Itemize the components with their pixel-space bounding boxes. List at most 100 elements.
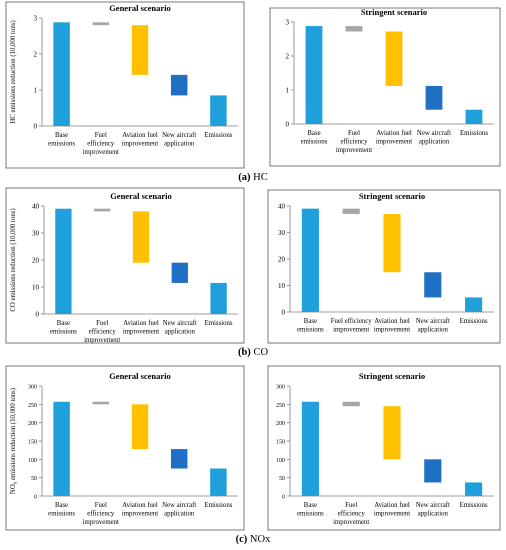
x-tick-label: Aviation fuel improvement — [122, 132, 158, 148]
y-tick-label: 0 — [36, 311, 40, 319]
caption-co-letter: (b) — [237, 347, 251, 358]
y-tick-label: 0 — [34, 123, 38, 131]
y-tick-label: 250 — [28, 403, 37, 409]
x-tick-label: Fuel efficiency improvement — [83, 132, 119, 156]
y-tick-label: 300 — [28, 385, 37, 391]
chart-title: General scenario — [109, 3, 171, 13]
bar-fuel-efficiency-improvement — [92, 401, 110, 405]
y-tick-label: 10 — [32, 284, 40, 292]
bar-base-emissions — [53, 22, 70, 126]
x-tick-label: Base emissions — [50, 320, 77, 336]
bar-new-aircraft-application — [170, 449, 188, 469]
bar-fuel-efficiency-improvement — [94, 208, 111, 212]
bar-base-emissions — [301, 401, 319, 496]
panel-frame — [5, 187, 245, 344]
y-tick-label: 1 — [286, 87, 290, 95]
bar-new-aircraft-application — [170, 74, 188, 96]
chart-panel-1: General scenario 0 1 2 3 HC emissions reducti… — [5, 1, 245, 169]
bar-base-emissions — [305, 26, 323, 124]
x-tick-label: New aircraft application — [162, 502, 196, 518]
y-tick-label: 0 — [282, 309, 286, 317]
y-tick-label: 20 — [32, 257, 40, 265]
bar-aviation-fuel-improvement — [131, 404, 149, 450]
x-tick-label: Base emissions — [297, 318, 324, 334]
chart-title: General scenario — [109, 371, 171, 381]
bar-emissions — [465, 109, 483, 124]
x-tick-label: Base emissions — [301, 130, 328, 146]
chart-panel-2: Stringent scenario 0 1 2 3 Base emissions Fuel e… — [269, 7, 501, 167]
caption-nox: (c) NOx — [0, 534, 506, 545]
y-tick-label: 100 — [276, 458, 285, 464]
bar-emissions — [465, 297, 483, 312]
bar-fuel-efficiency-improvement — [342, 401, 360, 407]
x-tick-label: Fuel efficiency improvement — [84, 320, 120, 344]
caption-hc-letter: (a) — [238, 172, 251, 183]
x-tick-label: Base emissions — [297, 502, 324, 518]
x-tick-label: Aviation fuel improvement — [374, 318, 410, 334]
y-tick-label: 10 — [278, 282, 286, 290]
y-tick-label: 30 — [278, 229, 286, 237]
y-tick-label: 3 — [34, 15, 38, 23]
bar-emissions — [210, 468, 227, 496]
x-tick-label: Fuel efficiency improvement — [83, 502, 119, 526]
bar-emissions — [210, 282, 227, 314]
y-tick-label: 1 — [34, 87, 38, 95]
x-tick-label: New aircraft application — [163, 320, 197, 336]
chart-panel-4: Stringent scenario 0 10 20 30 40 Base emissions… — [267, 189, 501, 344]
y-tick-label: 40 — [32, 203, 40, 211]
x-tick-label: Emissions — [204, 132, 232, 139]
bar-new-aircraft-application — [425, 85, 443, 110]
y-axis-label: CO emissions reduction (10,000 tons) — [10, 208, 17, 311]
x-tick-label: Emissions — [460, 502, 488, 509]
caption-nox-letter: (c) — [235, 534, 248, 545]
chart-title: General scenario — [110, 191, 172, 201]
bar-fuel-efficiency-improvement — [92, 22, 110, 26]
bar-aviation-fuel-improvement — [131, 25, 149, 75]
bar-aviation-fuel-improvement — [132, 211, 150, 263]
x-tick-label: Emissions — [204, 502, 232, 509]
y-tick-label: 50 — [279, 476, 285, 482]
y-tick-label: 200 — [276, 421, 285, 427]
y-tick-label: 2 — [34, 51, 38, 59]
bar-base-emissions — [53, 401, 70, 496]
chart-title: Stringent scenario — [359, 191, 425, 201]
x-tick-label: Aviation fuel improvement — [122, 502, 158, 518]
x-tick-label: Emissions — [460, 130, 488, 137]
x-tick-label: New aircraft application — [416, 502, 450, 518]
panel-frame — [5, 365, 245, 531]
y-tick-label: 50 — [31, 476, 37, 482]
y-tick-label: 200 — [28, 421, 37, 427]
x-tick-label: New aircraft application — [416, 318, 450, 334]
bar-emissions — [210, 95, 227, 126]
bar-fuel-efficiency-improvement — [342, 208, 360, 214]
caption-hc: (a) HC — [0, 172, 506, 183]
x-tick-label: Emissions — [205, 320, 233, 327]
x-tick-label: Base emissions — [48, 502, 75, 518]
bar-new-aircraft-application — [424, 272, 442, 298]
y-tick-label: 40 — [278, 203, 286, 211]
caption-co-name: CO — [253, 347, 269, 358]
y-tick-label: 0 — [286, 121, 290, 129]
x-tick-label: Fuel efficiency improvement — [336, 130, 372, 154]
caption-co: (b) CO — [0, 347, 506, 358]
y-tick-label: 100 — [28, 458, 37, 464]
y-tick-label: 150 — [276, 440, 285, 446]
x-tick-label: Aviation fuel improvement — [376, 130, 412, 146]
y-tick-label: 150 — [28, 440, 37, 446]
bar-aviation-fuel-improvement — [385, 31, 403, 86]
x-tick-label: New aircraft application — [417, 130, 451, 146]
bar-base-emissions — [55, 208, 72, 314]
x-tick-label: New aircraft application — [162, 132, 196, 148]
y-axis-label: NOx emissions reduction (10,000 tons) — [10, 388, 19, 494]
chart-title: Stringent scenario — [359, 371, 425, 381]
chart-panel-5: General scenario 0 50 100 150 200 250 300 NOx em… — [5, 365, 245, 531]
bar-aviation-fuel-improvement — [383, 406, 401, 460]
y-tick-label: 3 — [286, 19, 290, 27]
bar-emissions — [465, 482, 483, 496]
bar-new-aircraft-application — [171, 262, 188, 283]
chart-panel-3: General scenario 0 10 20 30 40 CO emissions re… — [5, 187, 245, 344]
bar-aviation-fuel-improvement — [383, 213, 401, 273]
bar-new-aircraft-application — [424, 459, 442, 483]
x-tick-label: Aviation fuel improvement — [374, 502, 410, 518]
